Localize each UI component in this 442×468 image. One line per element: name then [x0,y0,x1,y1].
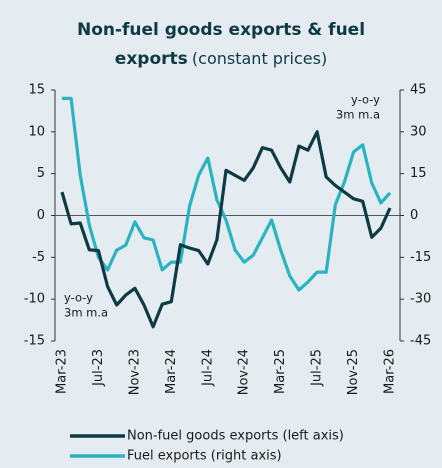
x-tick-label: Mar-26 [383,349,398,394]
x-tick-label: Mar-24 [164,349,179,394]
y-tick-label: -5 [32,250,45,265]
annotation: 3m m.a [64,306,108,320]
y-tick-label: 10 [28,124,45,139]
chart-title-line2: exports (constant prices) [115,49,327,70]
chart-title: Non-fuel goods exports & fuel [77,20,365,40]
x-tick-label: Mar-23 [55,349,70,394]
y-tick-label: 5 [37,166,45,181]
x-tick-label: Jul-24 [200,349,215,387]
annotation: 3m m.a [336,108,380,122]
x-tick-label: Mar-25 [273,349,288,394]
y-tick-label: 0 [37,208,45,223]
series-line [62,96,392,292]
x-tick-label: Jul-25 [310,349,325,387]
legend-label: Non-fuel goods exports (left axis) [127,429,344,444]
x-tick-label: Jul-23 [91,349,106,387]
chart-title: exports [115,49,188,69]
y2-tick-label: 45 [410,83,427,98]
x-tick-label: Nov-23 [127,349,142,395]
y2-tick-label: -45 [410,334,431,349]
y-tick-label: 15 [28,83,45,98]
y-tick-label: -10 [24,292,45,307]
x-tick-label: Nov-24 [237,349,252,395]
y-tick-label: -15 [24,334,45,349]
y2-tick-label: -15 [410,250,431,265]
y2-tick-label: 15 [410,166,427,181]
annotation: y-o-y [64,291,93,305]
y2-tick-label: 30 [410,124,427,139]
x-tick-label: Nov-25 [346,349,361,395]
annotation: y-o-y [351,93,380,107]
series-line [60,130,392,329]
chart-subtitle: (constant prices) [192,49,327,68]
y2-tick-label: -30 [410,292,431,307]
y2-tick-label: 0 [410,208,418,223]
legend-label: Fuel exports (right axis) [127,449,282,464]
